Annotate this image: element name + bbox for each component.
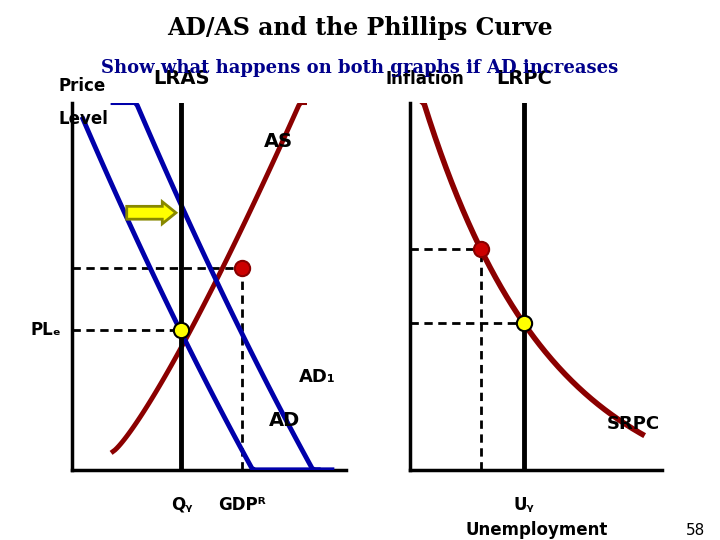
Text: Unemployment: Unemployment bbox=[465, 521, 608, 539]
Text: SRPC: SRPC bbox=[607, 415, 660, 434]
Text: AD₁: AD₁ bbox=[299, 368, 336, 386]
Text: LRPC: LRPC bbox=[496, 69, 552, 88]
Text: 58: 58 bbox=[686, 523, 706, 538]
FancyArrow shape bbox=[127, 202, 176, 224]
Text: GDPᴿ: GDPᴿ bbox=[217, 496, 266, 514]
Text: AD: AD bbox=[269, 411, 300, 430]
Text: PLₑ: PLₑ bbox=[30, 321, 61, 339]
Text: Price: Price bbox=[58, 77, 106, 95]
Text: AD/AS and the Phillips Curve: AD/AS and the Phillips Curve bbox=[167, 16, 553, 40]
Text: Uᵧ: Uᵧ bbox=[513, 496, 534, 514]
Text: AS: AS bbox=[264, 132, 292, 151]
Text: Qᵧ: Qᵧ bbox=[171, 496, 192, 514]
Text: Inflation: Inflation bbox=[385, 70, 464, 88]
Text: LRAS: LRAS bbox=[153, 69, 210, 88]
Text: Show what happens on both graphs if AD increases: Show what happens on both graphs if AD i… bbox=[102, 59, 618, 77]
Text: Level: Level bbox=[58, 110, 108, 129]
